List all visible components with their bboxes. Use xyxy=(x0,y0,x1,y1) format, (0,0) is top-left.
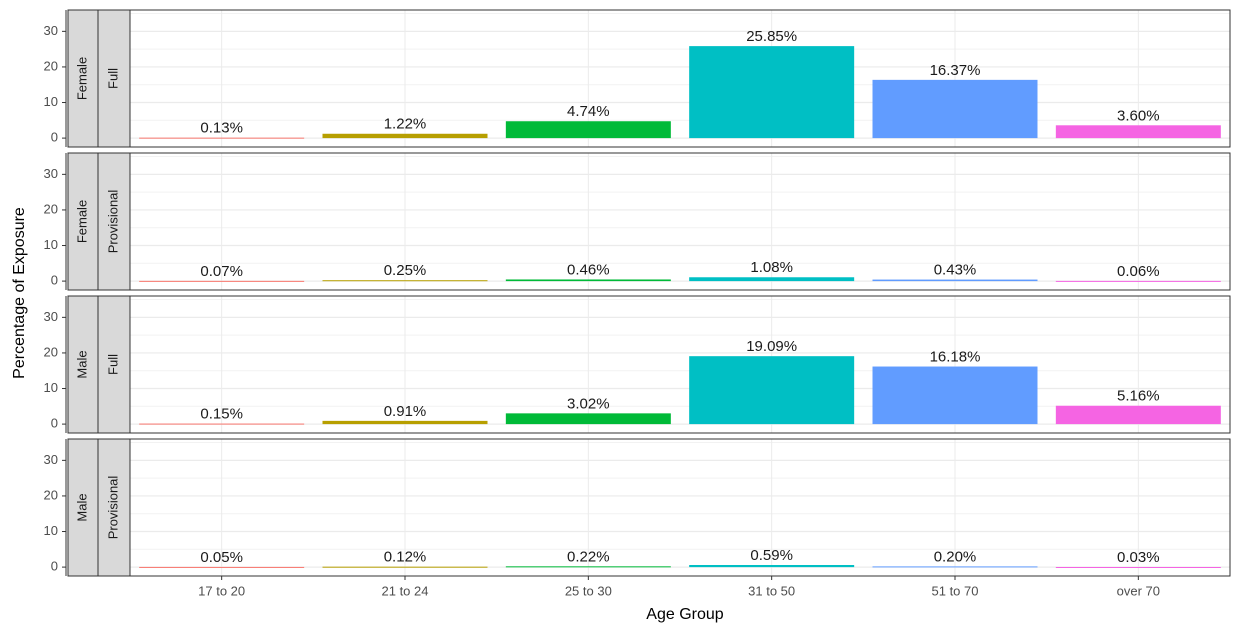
value-label: 0.12% xyxy=(384,549,427,566)
value-label: 16.18% xyxy=(930,348,981,365)
y-tick-label: 20 xyxy=(44,58,58,73)
strip-label: Full xyxy=(105,354,120,375)
y-tick-label: 0 xyxy=(51,559,58,574)
x-tick-label: 31 to 50 xyxy=(748,583,795,598)
y-tick-label: 30 xyxy=(44,23,58,38)
strip xyxy=(67,152,99,291)
value-label: 0.43% xyxy=(934,262,977,279)
bar xyxy=(872,366,1038,425)
x-tick-label: 21 to 24 xyxy=(382,583,429,598)
x-tick-label: 17 to 20 xyxy=(198,583,245,598)
x-tick-label: 25 to 30 xyxy=(565,583,612,598)
strip xyxy=(97,152,131,291)
y-tick-label: 30 xyxy=(44,309,58,324)
strip-label: Male xyxy=(74,493,89,521)
y-tick-label: 20 xyxy=(44,487,58,502)
bar xyxy=(1055,125,1221,139)
value-label: 5.16% xyxy=(1117,388,1160,405)
panel-border xyxy=(129,152,1231,291)
strip-label: Female xyxy=(74,200,89,243)
strip-label: Male xyxy=(74,350,89,378)
bar xyxy=(1055,405,1221,425)
value-label: 0.59% xyxy=(750,547,793,564)
value-label: 0.91% xyxy=(384,403,427,420)
bar xyxy=(872,279,1038,282)
value-label: 0.06% xyxy=(1117,263,1160,280)
value-label: 1.22% xyxy=(384,116,427,133)
value-label: 25.85% xyxy=(746,28,797,45)
value-label: 0.15% xyxy=(200,406,243,423)
y-tick-label: 20 xyxy=(44,344,58,359)
y-tick-label: 10 xyxy=(44,237,58,252)
y-tick-label: 10 xyxy=(44,94,58,109)
bar xyxy=(322,566,488,568)
y-tick-label: 10 xyxy=(44,380,58,395)
value-label: 0.46% xyxy=(567,261,610,278)
bar xyxy=(505,566,671,568)
bar xyxy=(689,356,855,425)
value-label: 0.03% xyxy=(1117,549,1160,566)
bar xyxy=(505,279,671,282)
bar xyxy=(322,420,488,425)
x-tick-label: over 70 xyxy=(1117,583,1160,598)
bar xyxy=(139,137,305,139)
strip-label: Provisional xyxy=(105,476,120,540)
bar xyxy=(322,133,488,139)
y-tick-label: 10 xyxy=(44,523,58,538)
value-label: 0.25% xyxy=(384,262,427,279)
strip xyxy=(67,295,99,434)
y-tick-label: 20 xyxy=(44,201,58,216)
strip xyxy=(97,295,131,434)
strip xyxy=(97,438,131,577)
value-label: 0.05% xyxy=(200,549,243,566)
value-label: 0.07% xyxy=(200,263,243,280)
bar xyxy=(1055,280,1221,282)
x-axis-title: Age Group xyxy=(646,606,723,623)
value-label: 4.74% xyxy=(567,103,610,120)
strip xyxy=(97,9,131,148)
x-tick-label: 51 to 70 xyxy=(932,583,979,598)
bar xyxy=(1055,566,1221,568)
value-label: 0.20% xyxy=(934,548,977,565)
value-label: 0.13% xyxy=(200,120,243,137)
strip xyxy=(67,438,99,577)
bar xyxy=(505,121,671,139)
value-label: 1.08% xyxy=(750,259,793,276)
strip-label: Provisional xyxy=(105,190,120,254)
panel-border xyxy=(129,438,1231,577)
y-axis-title: Percentage of Exposure xyxy=(11,207,28,379)
bar xyxy=(872,79,1038,139)
bar xyxy=(689,46,855,139)
value-label: 16.37% xyxy=(930,62,981,79)
bar xyxy=(505,413,671,425)
strip-label: Full xyxy=(105,68,120,89)
y-tick-label: 0 xyxy=(51,130,58,145)
y-tick-label: 0 xyxy=(51,416,58,431)
bar xyxy=(139,566,305,568)
bar xyxy=(689,277,855,282)
bar xyxy=(872,566,1038,568)
bar xyxy=(139,423,305,425)
strip-label: Female xyxy=(74,57,89,100)
y-tick-label: 30 xyxy=(44,166,58,181)
bar xyxy=(322,280,488,282)
strip xyxy=(67,9,99,148)
y-tick-label: 30 xyxy=(44,452,58,467)
value-label: 0.22% xyxy=(567,548,610,565)
value-label: 19.09% xyxy=(746,338,797,355)
value-label: 3.02% xyxy=(567,395,610,412)
bar xyxy=(139,280,305,282)
y-tick-label: 0 xyxy=(51,273,58,288)
bar xyxy=(689,565,855,568)
value-label: 3.60% xyxy=(1117,107,1160,124)
